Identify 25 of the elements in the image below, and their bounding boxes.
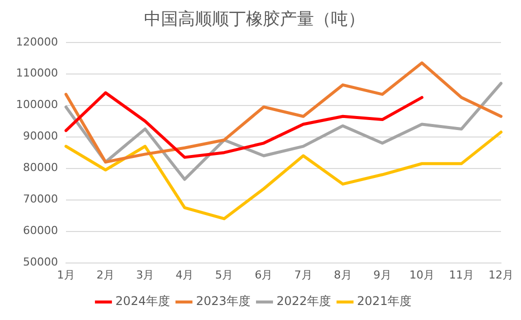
y-tick-label: 110000 bbox=[16, 66, 58, 80]
y-tick-label: 80000 bbox=[22, 161, 58, 174]
legend-label: 2024年度 bbox=[115, 294, 170, 308]
x-tick-label: 8月 bbox=[334, 268, 352, 282]
x-tick-label: 9月 bbox=[373, 268, 392, 282]
x-tick-label: 1月 bbox=[56, 268, 75, 282]
legend-label: 2022年度 bbox=[276, 294, 332, 308]
chart-title: 中国高顺顺丁橡胶产量（吨） bbox=[144, 10, 365, 30]
y-tick-label: 60000 bbox=[22, 224, 58, 238]
y-tick-label: 50000 bbox=[22, 256, 58, 269]
x-tick-label: 10月 bbox=[409, 268, 434, 282]
legend-label: 2021年度 bbox=[357, 294, 412, 308]
y-tick-label: 70000 bbox=[22, 192, 58, 206]
x-tick-label: 5月 bbox=[215, 268, 234, 282]
y-tick-label: 90000 bbox=[22, 130, 58, 143]
x-tick-label: 6月 bbox=[254, 268, 273, 282]
y-tick-label: 120000 bbox=[16, 35, 58, 48]
x-tick-label: 7月 bbox=[294, 268, 312, 282]
x-tick-label: 12月 bbox=[488, 268, 514, 282]
x-tick-label: 3月 bbox=[136, 268, 154, 282]
x-tick-label: 11月 bbox=[448, 268, 474, 282]
y-tick-label: 100000 bbox=[16, 98, 58, 112]
x-tick-label: 2月 bbox=[96, 268, 115, 282]
legend-label: 2023年度 bbox=[196, 294, 251, 308]
x-tick-label: 4月 bbox=[176, 268, 194, 282]
